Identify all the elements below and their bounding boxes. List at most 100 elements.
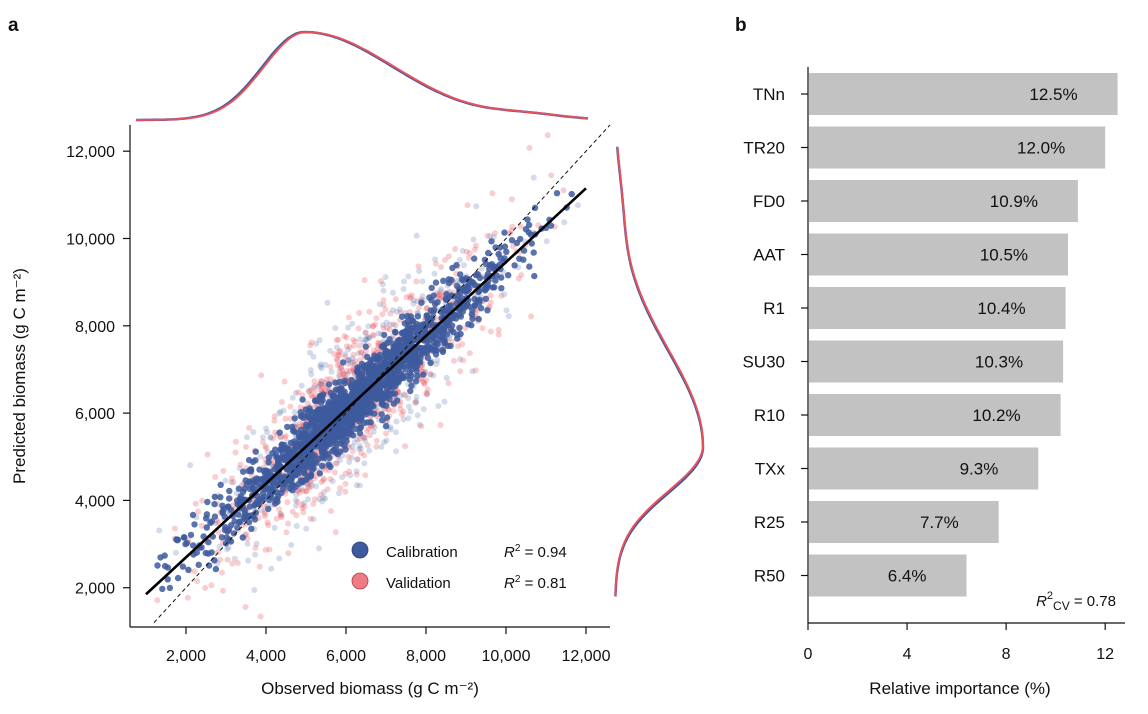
calibration-point (316, 545, 322, 552)
calibration-point (348, 360, 354, 367)
bar-x-ticks: 0 4 8 12 (804, 623, 1114, 663)
validation-point (437, 291, 444, 298)
calibration-point (413, 393, 420, 400)
calibration-point (482, 287, 489, 294)
validation-point (365, 426, 372, 432)
calibration-point (553, 190, 561, 197)
calibration-point (309, 463, 316, 470)
validation-point (416, 304, 423, 311)
bar-x-tick-label: 0 (804, 646, 813, 663)
calibration-point (383, 414, 391, 421)
calibration-point (395, 336, 403, 344)
calibration-point (335, 394, 342, 402)
bar-value-label: 12.5% (1029, 85, 1077, 104)
calibration-point (364, 334, 371, 341)
bar-category-label: TR20 (743, 139, 785, 158)
validation-point (350, 351, 357, 358)
calibration-point (320, 489, 327, 496)
calibration-point (378, 343, 385, 350)
calibration-point (503, 248, 510, 255)
calibration-point (389, 289, 396, 296)
calibration-point (416, 421, 423, 428)
calibration-point (291, 415, 298, 422)
validation-point (281, 378, 288, 385)
calibration-point (256, 496, 264, 503)
validation-point (258, 372, 265, 379)
bar-x-tick-label: 12 (1096, 646, 1114, 663)
calibration-point (361, 434, 368, 441)
validation-point (300, 487, 307, 494)
bar-category-label: R1 (763, 299, 785, 318)
validation-point (402, 392, 409, 399)
calibration-point (469, 307, 476, 314)
calibration-point (365, 323, 372, 330)
calibration-point (465, 282, 472, 289)
calibration-point (357, 424, 364, 432)
calibration-point (416, 351, 424, 358)
calibration-point (393, 448, 400, 455)
validation-point (257, 613, 264, 620)
validation-point (373, 443, 380, 450)
calibration-point (357, 445, 364, 452)
calibration-point (531, 204, 539, 211)
calibration-point (292, 497, 299, 504)
calibration-point (337, 365, 344, 372)
bar-category-label: R50 (754, 567, 785, 586)
calibration-point (235, 485, 243, 492)
calibration-point (250, 429, 257, 436)
calibration-point (370, 410, 378, 417)
bar-value-label: 9.3% (960, 460, 999, 479)
validation-point (202, 584, 209, 591)
validation-point (307, 479, 314, 486)
calibration-point (386, 336, 393, 343)
calibration-point (336, 490, 342, 497)
calibration-point (332, 444, 340, 451)
calibration-point (179, 563, 187, 570)
validation-point (459, 341, 466, 348)
validation-point (327, 363, 334, 370)
calibration-point (187, 531, 195, 539)
calibration-point (473, 203, 480, 210)
bar-category-label: R25 (754, 513, 785, 532)
validation-point (352, 338, 359, 345)
validation-point (445, 253, 452, 260)
validation-point (420, 378, 427, 385)
validation-point (277, 434, 284, 441)
validation-point (465, 254, 472, 261)
calibration-point (387, 426, 394, 433)
validation-point (265, 522, 272, 529)
calibration-point (381, 381, 388, 388)
validation-point (281, 434, 288, 441)
validation-point (460, 357, 466, 364)
calibration-point (211, 500, 218, 508)
calibration-point (461, 262, 467, 269)
calibration-point (392, 382, 399, 390)
calibration-point (531, 272, 538, 280)
calibration-point (362, 343, 369, 350)
calibration-point (440, 277, 447, 284)
calibration-point (575, 202, 581, 209)
bar-FD0 (809, 180, 1078, 222)
calibration-point (344, 371, 351, 378)
calibration-point (397, 392, 404, 399)
calibration-point (543, 238, 550, 245)
calibration-point (395, 345, 402, 352)
validation-point (398, 411, 405, 418)
validation-point (334, 362, 341, 369)
calibration-point (407, 387, 414, 395)
calibration-point (278, 446, 285, 453)
calibration-point (405, 415, 412, 422)
calibration-point (378, 411, 385, 418)
validation-point (191, 568, 198, 575)
bar-value-label: 10.3% (975, 353, 1023, 372)
validation-point (335, 352, 342, 359)
calibration-point (331, 432, 338, 439)
bar-x-axis-label: Relative importance (%) (869, 679, 1050, 698)
calibration-point (324, 299, 331, 306)
validation-point (338, 364, 345, 371)
bar-R25 (809, 501, 999, 543)
validation-point (472, 246, 478, 253)
validation-point (438, 264, 445, 270)
calibration-point (182, 540, 189, 548)
calibration-point (164, 564, 172, 571)
